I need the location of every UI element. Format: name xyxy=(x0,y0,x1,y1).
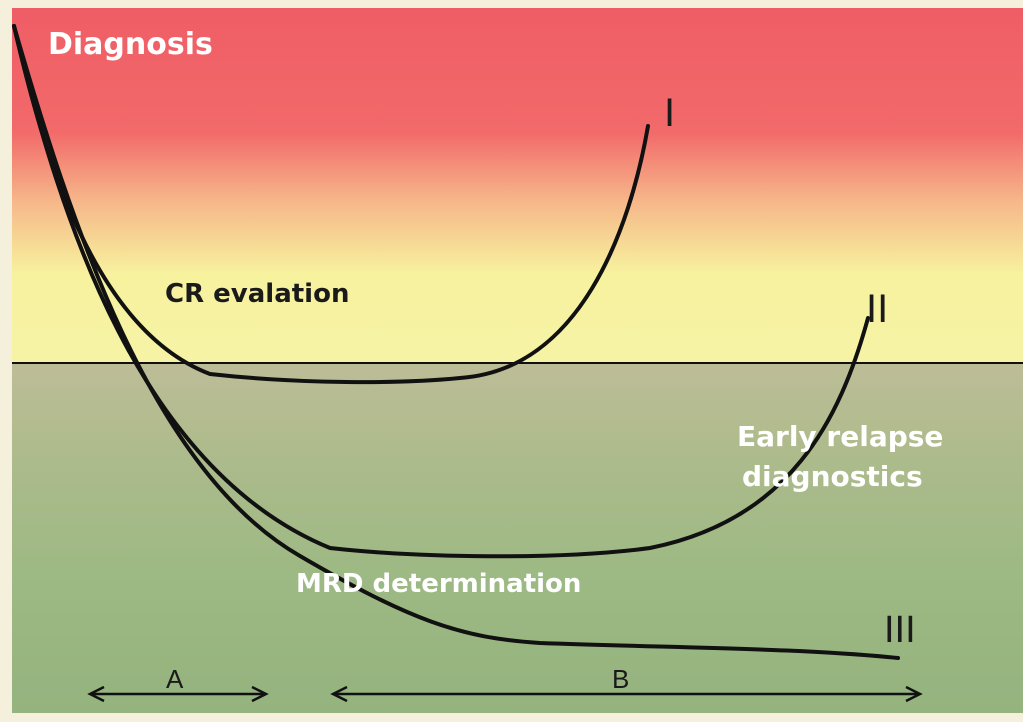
upper-zone xyxy=(12,8,1023,363)
curve-iii-label: III xyxy=(884,609,916,651)
interval-b-label: B xyxy=(612,664,629,694)
interval-a-arrow xyxy=(87,685,269,703)
diagnosis-label: Diagnosis xyxy=(48,27,213,62)
curve-iii xyxy=(12,24,900,660)
interval-b-arrow xyxy=(330,685,923,703)
curve-ii-label: II xyxy=(866,287,888,331)
cr-evaluation-label: CR evalation xyxy=(165,279,349,309)
early-relapse-label-line1: Early relapse xyxy=(737,420,943,453)
lower-zone xyxy=(12,363,1023,713)
interval-a-label: A xyxy=(166,664,184,694)
mrd-determination-label: MRD determination xyxy=(296,569,581,599)
bottom-strip xyxy=(0,713,1023,722)
curve-ii xyxy=(12,24,870,559)
curve-i-label: I xyxy=(664,91,675,135)
early-relapse-label-line2: diagnostics xyxy=(742,460,923,493)
